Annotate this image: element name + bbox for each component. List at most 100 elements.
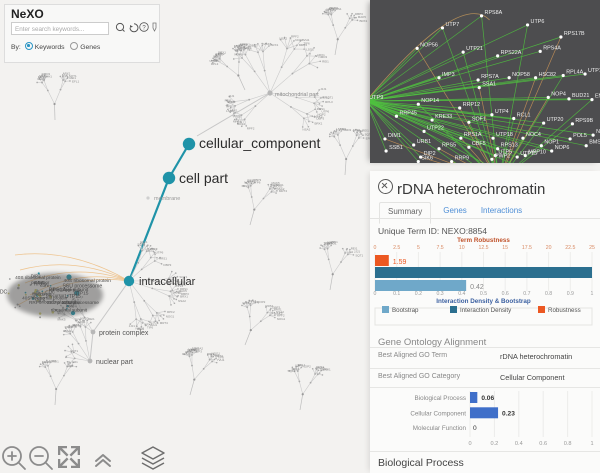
svg-text:RPL4A: RPL4A <box>566 70 583 76</box>
svg-text:membrane: membrane <box>154 196 180 202</box>
svg-text:NOP14: NOP14 <box>421 98 439 104</box>
svg-text:0: 0 <box>468 441 471 447</box>
svg-text:25: 25 <box>589 245 595 251</box>
svg-text:BRX1: BRX1 <box>180 294 188 298</box>
svg-text:10: 10 <box>459 245 465 251</box>
svg-text:RCL1: RCL1 <box>517 113 531 119</box>
svg-text:NOP4: NOP4 <box>551 91 566 97</box>
svg-text:NSA2: NSA2 <box>195 347 203 351</box>
svg-text:URB1: URB1 <box>417 139 431 145</box>
svg-text:NOG1: NOG1 <box>277 317 286 321</box>
svg-text:DBP3: DBP3 <box>253 178 261 182</box>
svg-text:MAK5: MAK5 <box>57 318 66 322</box>
svg-text:precursor: precursor <box>46 293 65 298</box>
svg-text:DBP3: DBP3 <box>250 43 258 47</box>
svg-text:NMD3: NMD3 <box>343 128 352 132</box>
svg-text:RPS22A: RPS22A <box>501 50 522 56</box>
svg-text:BRX1: BRX1 <box>218 50 226 54</box>
svg-text:NOP2: NOP2 <box>234 53 243 57</box>
svg-text:SSU processome: SSU processome <box>47 300 81 305</box>
svg-text:UTP7: UTP7 <box>445 22 459 28</box>
svg-text:NOC4: NOC4 <box>526 132 541 138</box>
svg-text:NOP58: NOP58 <box>512 72 530 78</box>
svg-text:RPS7A: RPS7A <box>481 74 499 80</box>
svg-text:SOF1: SOF1 <box>472 116 486 122</box>
svg-text:22.5: 22.5 <box>565 245 575 251</box>
svg-text:RRS1: RRS1 <box>317 107 325 111</box>
svg-text:15: 15 <box>502 245 508 251</box>
svg-text:0.5: 0.5 <box>480 291 487 297</box>
svg-text:RRP12: RRP12 <box>463 102 480 108</box>
svg-text:REI1: REI1 <box>52 359 59 363</box>
svg-text:REI1: REI1 <box>322 59 329 63</box>
svg-text:1.59: 1.59 <box>393 259 407 266</box>
svg-text:DBP3: DBP3 <box>163 263 171 267</box>
svg-text:NAN1: NAN1 <box>596 129 600 135</box>
svg-text:0: 0 <box>374 291 377 297</box>
svg-text:RRS1: RRS1 <box>334 7 342 11</box>
svg-text:REI1: REI1 <box>88 317 95 321</box>
svg-text:JJJ1: JJJ1 <box>72 360 79 364</box>
svg-text:NOP6: NOP6 <box>555 145 570 151</box>
svg-text:NSA2: NSA2 <box>279 37 287 41</box>
svg-text:0: 0 <box>473 425 477 432</box>
svg-text:DIM1: DIM1 <box>388 133 401 139</box>
svg-text:cell part: cell part <box>179 170 228 186</box>
svg-text:0.06: 0.06 <box>481 395 494 402</box>
svg-text:0.8: 0.8 <box>545 291 552 297</box>
svg-text:EFL1: EFL1 <box>140 240 148 244</box>
svg-text:SQT1: SQT1 <box>69 74 77 78</box>
svg-text:CDC: CDC <box>0 290 8 296</box>
svg-text:CDC: CDC <box>34 280 45 286</box>
svg-text:RPS1A: RPS1A <box>464 132 482 138</box>
svg-text:ENP1: ENP1 <box>595 94 600 100</box>
svg-text:REI1: REI1 <box>225 99 232 103</box>
svg-text:SSU processome: SSU processome <box>62 284 102 290</box>
svg-text:JJJ1: JJJ1 <box>228 94 235 98</box>
svg-text:JJJ1: JJJ1 <box>67 364 74 368</box>
svg-text:0: 0 <box>374 245 377 251</box>
svg-text:ARX1: ARX1 <box>317 53 325 57</box>
svg-text:TIF6: TIF6 <box>218 355 224 359</box>
svg-text:17.5: 17.5 <box>522 245 532 251</box>
svg-text:mitochondrial part: mitochondrial part <box>275 92 319 98</box>
svg-text:IMP3: IMP3 <box>442 72 455 78</box>
svg-text:0.23: 0.23 <box>502 410 515 417</box>
svg-text:0.2: 0.2 <box>415 291 422 297</box>
svg-text:ARX1: ARX1 <box>78 320 86 324</box>
svg-text:BRX1: BRX1 <box>270 43 278 47</box>
svg-text:NOP2: NOP2 <box>303 365 312 369</box>
svg-text:RPF2: RPF2 <box>247 126 255 130</box>
svg-text:ARX1: ARX1 <box>144 323 152 327</box>
svg-text:RPS9B: RPS9B <box>575 118 593 124</box>
svg-text:Bootstrap: Bootstrap <box>392 307 419 314</box>
svg-text:YVH1: YVH1 <box>242 42 250 46</box>
svg-text:RPL3: RPL3 <box>242 184 250 188</box>
svg-text:SSA1: SSA1 <box>482 82 496 88</box>
svg-text:20: 20 <box>546 245 552 251</box>
svg-text:1: 1 <box>591 291 594 297</box>
svg-text:MAK5: MAK5 <box>314 114 323 118</box>
svg-text:BMS1: BMS1 <box>589 140 600 146</box>
svg-text:SSB1: SSB1 <box>389 145 403 151</box>
svg-text:cellular_component: cellular_component <box>199 135 321 151</box>
svg-text:nuclear part: nuclear part <box>96 359 133 366</box>
svg-text:MRT4: MRT4 <box>160 321 168 325</box>
svg-text:Molecular Function: Molecular Function <box>413 425 467 432</box>
svg-text:Interaction Density & Bootstra: Interaction Density & Bootstrap <box>436 298 531 305</box>
svg-text:UTP20: UTP20 <box>547 117 564 123</box>
svg-text:NOP2: NOP2 <box>149 247 158 251</box>
svg-text:ARX1: ARX1 <box>230 108 238 112</box>
svg-text:intracellular: intracellular <box>139 276 196 288</box>
svg-text:YVH1: YVH1 <box>63 329 71 333</box>
svg-text:POL5: POL5 <box>573 133 587 139</box>
svg-text:MAK5: MAK5 <box>179 289 188 293</box>
svg-text:1: 1 <box>590 441 593 447</box>
svg-text:KRE33: KRE33 <box>435 114 452 120</box>
svg-text:RPF2: RPF2 <box>167 310 175 314</box>
svg-text:NSA2: NSA2 <box>178 299 186 303</box>
svg-text:UTP13: UTP13 <box>588 68 600 74</box>
svg-text:Interaction Density: Interaction Density <box>460 307 512 314</box>
svg-text:CBF5: CBF5 <box>472 141 486 147</box>
svg-text:RPS13: RPS13 <box>501 143 518 149</box>
